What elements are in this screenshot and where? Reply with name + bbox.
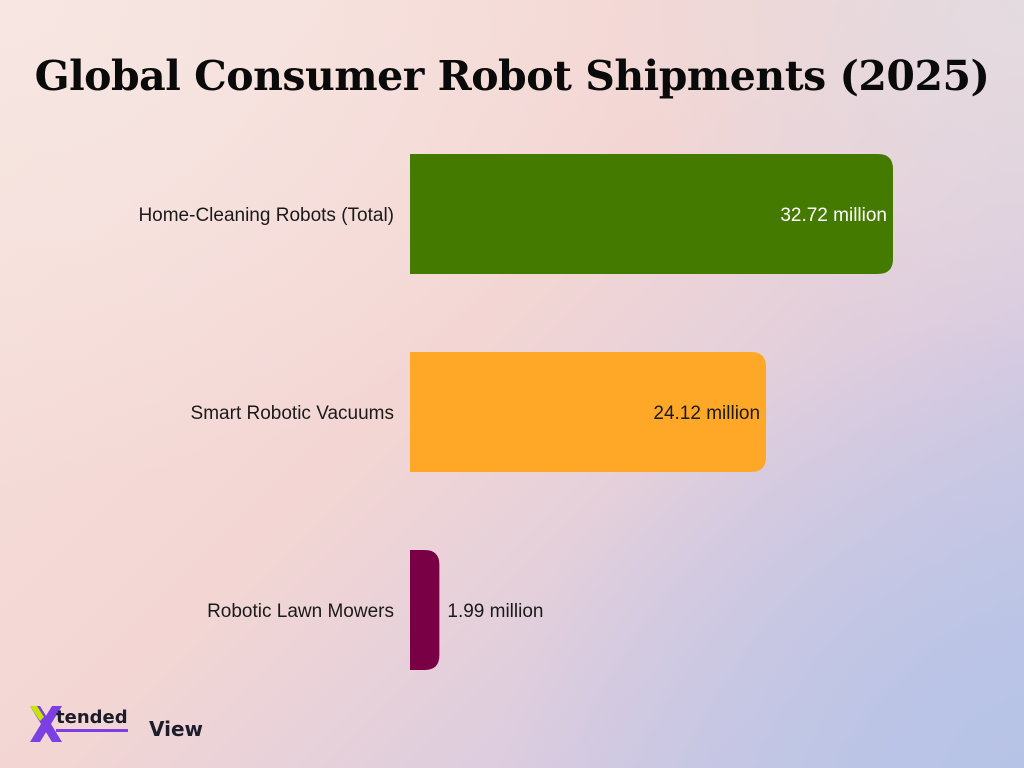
value-label-0: 32.72 million bbox=[780, 205, 887, 226]
bar-2 bbox=[410, 550, 440, 670]
category-label-1: Smart Robotic Vacuums bbox=[191, 403, 394, 424]
value-label-1: 24.12 million bbox=[653, 403, 760, 424]
bar-1 bbox=[410, 352, 767, 472]
category-label-0: Home-Cleaning Robots (Total) bbox=[138, 205, 394, 226]
logo-text-tended: tended bbox=[56, 708, 128, 732]
logo-x-mark-icon bbox=[30, 706, 62, 742]
value-label-2: 1.99 million bbox=[447, 601, 543, 622]
category-label-2: Robotic Lawn Mowers bbox=[207, 601, 394, 622]
xtendedview-logo: tended View bbox=[28, 704, 218, 744]
logo-text-view: View bbox=[149, 717, 204, 741]
chart-title: Global Consumer Robot Shipments (2025) bbox=[34, 52, 990, 100]
bar-0 bbox=[410, 154, 893, 274]
